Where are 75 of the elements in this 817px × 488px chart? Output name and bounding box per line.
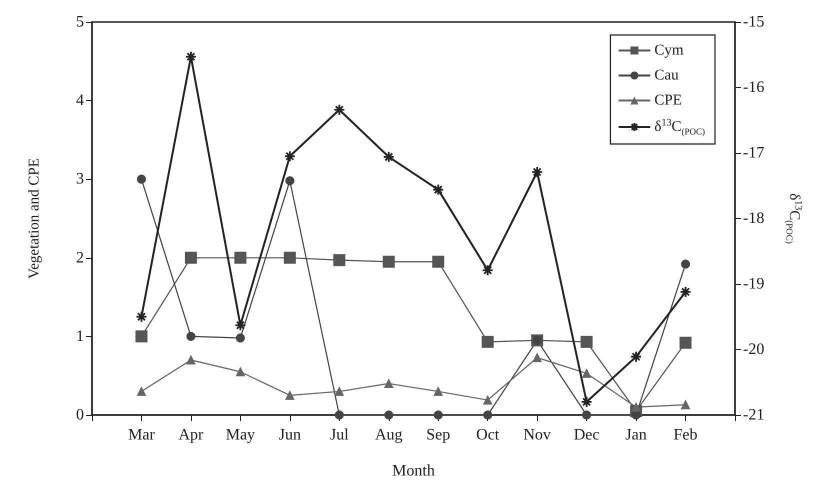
x-tick-label: Oct [476,426,500,444]
y2-tick-label: -17 [743,144,764,162]
point [632,410,641,420]
x-tick-label: Jun [278,426,301,444]
point [532,353,542,362]
point [234,319,246,332]
point [580,336,593,348]
y2-axis-title: δ13C(POC) [784,193,804,244]
legend-label: Cau [654,68,680,84]
point [630,350,642,363]
point [681,260,690,269]
y2-tick-label: -18 [743,210,764,227]
point [382,151,395,163]
point [632,402,641,412]
x-tick-label: Feb [674,426,698,444]
point [681,400,690,410]
point [136,310,148,323]
y-tick-label: 5 [76,14,84,30]
point [482,264,494,276]
point [334,386,344,396]
x-tick-label: Jul [330,426,350,444]
point [382,256,395,268]
point [284,252,296,264]
point [285,390,294,400]
point [236,333,245,342]
point [236,367,245,376]
point [184,252,197,264]
point [334,410,344,420]
y-tick-label: 2 [76,249,84,266]
point [680,336,692,349]
point [333,254,346,266]
x-tick-label: Aug [374,426,403,444]
point [582,410,592,420]
point [434,410,443,420]
x-tick-label: May [226,426,256,444]
point [186,355,196,364]
y-tick-label: 1 [76,328,84,345]
y-tick-label: 0 [76,406,84,424]
y-tick-label: 3 [76,170,84,188]
x-tick-label: Jan [625,426,647,444]
x-tick-label: Dec [574,426,600,444]
point [234,252,246,264]
x-tick-label: Apr [178,426,204,444]
y-axis-title: Vegetation and CPE [26,158,42,279]
point [482,336,494,348]
point [531,166,544,178]
point [580,396,593,408]
point [432,184,444,196]
point [284,150,296,162]
point [384,379,394,388]
y2-tick-label: -15 [743,14,764,30]
legend-label: Cym [654,42,684,58]
point [186,332,196,341]
y2-tick-label: -19 [743,276,764,292]
point [285,176,294,186]
point [136,386,146,396]
x-tick-label: Nov [523,426,551,444]
point [680,286,692,298]
x-tick-label: Sep [426,426,450,444]
y2-tick-label: -20 [743,341,764,358]
x-axis-title: Month [392,462,435,480]
y2-tick-label: -21 [743,406,764,424]
legend-label: CPE [654,92,682,108]
point [434,386,443,396]
point [333,104,346,116]
point [135,330,148,342]
x-tick-label: Mar [128,426,156,444]
y-tick-label: 4 [76,92,84,110]
point [384,410,394,420]
point [483,396,492,405]
point [483,410,492,420]
point [582,368,592,378]
point [136,174,146,184]
point [432,256,444,268]
y2-tick-label: -16 [743,79,764,96]
